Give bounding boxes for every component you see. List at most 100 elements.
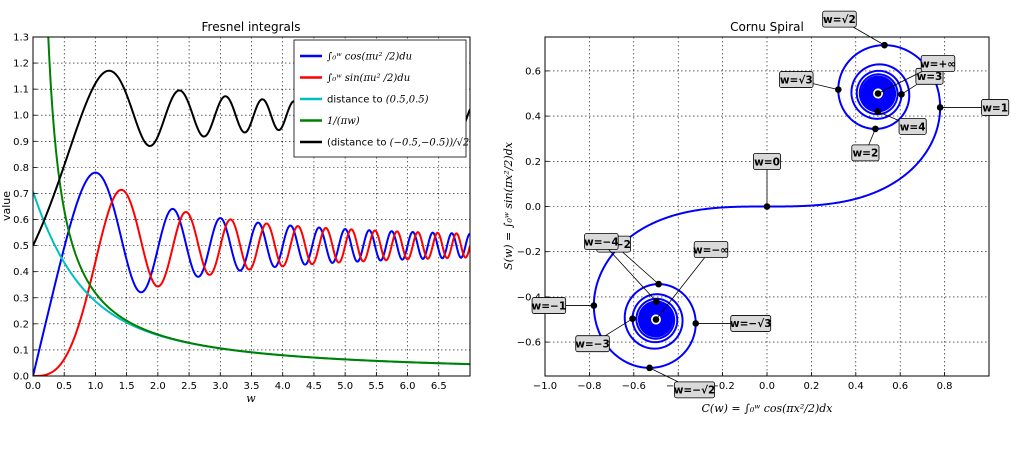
annotation-point (590, 302, 598, 309)
x-tick-label: −0.8 (577, 381, 601, 392)
x-axis-label: C(w) = ∫₀ʷ cos(πx²/2)dx (702, 402, 834, 415)
legend: ∫₀ʷ cos(πu² /2)du ∫₀ʷ sin(πu² /2)du distan… (293, 39, 469, 158)
y-tick-label: 0.1 (13, 345, 29, 356)
annotation-point (874, 108, 881, 115)
x-tick-label: 0.0 (25, 381, 41, 392)
x-tick-label: −1.0 (533, 381, 557, 392)
annotation-label: w=√2 (823, 14, 856, 26)
annotations: w=0w=1w=2w=3w=4w=√2w=√3w=+∞w=−1w=−2w=−3w… (531, 10, 1010, 399)
x-tick-label: 0.0 (759, 381, 775, 392)
legend-label: distance to (0.5,0.5) (327, 95, 429, 106)
legend-box (293, 39, 467, 158)
annotation-box (920, 55, 956, 72)
annotation-label: w=+∞ (920, 58, 956, 70)
legend-label: ∫₀ʷ sin(πu² /2)du (327, 73, 410, 84)
annotation-point (653, 298, 660, 305)
annotation-arrow (601, 241, 657, 302)
y-tick-label: 0.0 (525, 202, 541, 213)
annotation-label: w=−3 (575, 338, 610, 350)
y-tick-label: 1.2 (13, 59, 29, 70)
annotation-box (730, 315, 772, 332)
annotation-label: w=4 (900, 121, 926, 133)
x-tick-label: 0.6 (892, 381, 908, 392)
y-tick-label: 0.3 (13, 293, 29, 304)
chart-title: Fresnel integrals (202, 20, 301, 34)
x-tick-label: 5.5 (368, 381, 384, 392)
annotation-box (584, 233, 619, 250)
annotation-point (655, 280, 662, 288)
annotation-point (763, 203, 771, 210)
annotation-box (822, 10, 857, 28)
y-tick-label: 0.8 (13, 163, 29, 174)
x-tick-label: 5.0 (337, 381, 353, 392)
y-tick-label: 0.0 (13, 372, 29, 383)
x-tick-label: 6.5 (431, 381, 447, 392)
annotation-point (881, 41, 888, 49)
plot-frame (32, 36, 471, 377)
y-tick-label: 1.0 (13, 111, 29, 122)
annotation-point (834, 86, 842, 93)
annotation-point (692, 320, 700, 327)
y-tick-label: 0.9 (13, 137, 29, 148)
x-tick-label: 0.5 (56, 381, 72, 392)
x-tick-label: 4.5 (306, 381, 322, 392)
x-tick-label: −0.2 (710, 381, 734, 392)
x-tick-label: 4.0 (275, 381, 291, 392)
x-tick-label: 3.5 (244, 381, 260, 392)
y-tick-label: −0.6 (517, 338, 541, 349)
x-tick-label: 3.0 (212, 381, 228, 392)
y-tick-label: 1.1 (13, 85, 29, 96)
y-tick-label: 0.7 (13, 189, 29, 200)
y-tick-label: −0.4 (517, 292, 541, 303)
annotation-label: w=−1 (532, 300, 567, 312)
y-tick-label: −0.2 (517, 247, 541, 258)
annotation-point (874, 90, 882, 97)
x-tick-label: 0.4 (848, 381, 864, 392)
y-tick-label: 0.4 (525, 112, 541, 123)
y-tick-label: 0.6 (525, 66, 541, 77)
x-tick-label: 1.5 (119, 381, 135, 392)
legend-label: ∫₀ʷ cos(πu² /2)du (327, 52, 412, 63)
y-tick-label: 0.4 (13, 267, 29, 278)
annotation-box (531, 297, 567, 314)
y-tick-label: 0.5 (13, 241, 29, 252)
series-line (33, 171, 470, 376)
annotation-box (779, 71, 814, 88)
y-tick-label: 0.6 (13, 215, 29, 226)
legend-label: 1/(πw) (327, 116, 360, 127)
annotation-box (981, 99, 1010, 116)
x-tick-label: 2.0 (150, 381, 166, 392)
x-tick-label: −0.6 (622, 381, 646, 392)
annotation-label: w=2 (852, 148, 878, 160)
x-tick-label: 0.2 (803, 381, 819, 392)
annotation-label: w=1 (982, 102, 1008, 114)
annotation-label: w=−√3 (730, 318, 772, 330)
annotation-point (872, 125, 879, 133)
annotation-box (753, 153, 782, 170)
x-tick-label: 0.8 (937, 381, 953, 392)
x-tick-label: 2.5 (181, 381, 197, 392)
plot-frame (544, 36, 990, 377)
annotation-point (898, 91, 905, 98)
annotation-label: w=−√2 (674, 385, 716, 397)
annotation-point (646, 364, 653, 372)
y-axis-label: value (0, 191, 13, 221)
annotation-arrow (655, 249, 712, 320)
x-axis-label: w (246, 392, 256, 405)
cornu-spiral-plot: −1.0 −0.8 −0.6 −0.4 −0.2 0.0 0.2 0.4 0.6 0.8 −0.6 −… (502, 10, 1010, 415)
annotation-box (851, 144, 880, 162)
annotation-label: w=−∞ (693, 244, 729, 256)
annotation-point (936, 104, 944, 111)
y-tick-label: 0.2 (525, 157, 541, 168)
annotation-box (693, 241, 729, 258)
annotation-box (898, 118, 927, 135)
annotation-box (575, 335, 610, 353)
fresnel-integrals-plot: 0.0 0.5 1.0 1.5 2.0 2.5 3.0 3.5 4.0 4.5 5.0 5.5 6.0 6… (0, 20, 471, 405)
annotation-label: w=3 (917, 71, 943, 83)
ticks: 0.0 0.5 1.0 1.5 2.0 2.5 3.0 3.5 4.0 4.5 5.0 5.5 6.0 6… (13, 33, 447, 393)
x-tick-label: 6.0 (400, 381, 416, 392)
annotation-label: w=0 (754, 156, 780, 168)
y-tick-label: 1.3 (13, 33, 29, 44)
